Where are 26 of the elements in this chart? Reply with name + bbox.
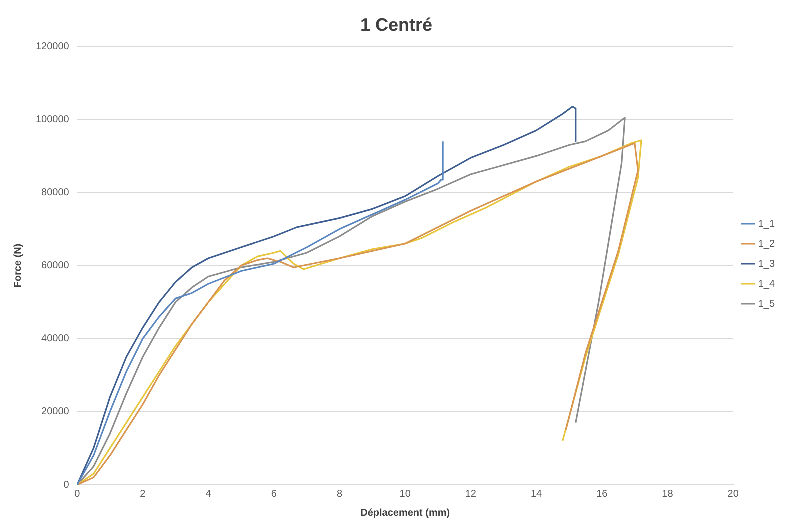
x-tick-label: 18: [662, 488, 674, 500]
x-tick-label: 8: [336, 488, 343, 500]
x-tick-label: 20: [728, 488, 740, 500]
x-tick-label: 12: [465, 488, 477, 500]
y-tick-label: 120000: [36, 41, 70, 52]
legend-label: 1_4: [758, 278, 776, 290]
x-tick-label: 0: [74, 488, 81, 500]
x-tick-label: 10: [400, 488, 412, 500]
x-axis-title: Déplacement (mm): [360, 508, 450, 519]
y-tick-label: 0: [64, 480, 70, 491]
legend-label: 1_3: [758, 258, 776, 270]
y-tick-label: 40000: [42, 334, 70, 345]
y-tick-label: 60000: [42, 260, 70, 272]
x-tick-label: 4: [206, 488, 212, 500]
x-tick-label: 16: [596, 488, 608, 500]
x-tick-label: 6: [271, 488, 278, 500]
y-axis-title: Force (N): [12, 244, 24, 288]
y-tick-label: 20000: [42, 406, 70, 418]
x-tick-label: 2: [140, 488, 146, 500]
x-tick-label: 14: [530, 488, 543, 500]
legend-label: 1_2: [758, 238, 776, 250]
y-tick-label: 100000: [36, 114, 70, 126]
legend-label: 1_5: [758, 298, 776, 310]
chart-title: 1 Centré: [360, 14, 433, 35]
legend-label: 1_1: [758, 218, 776, 230]
y-tick-label: 80000: [42, 187, 70, 198]
